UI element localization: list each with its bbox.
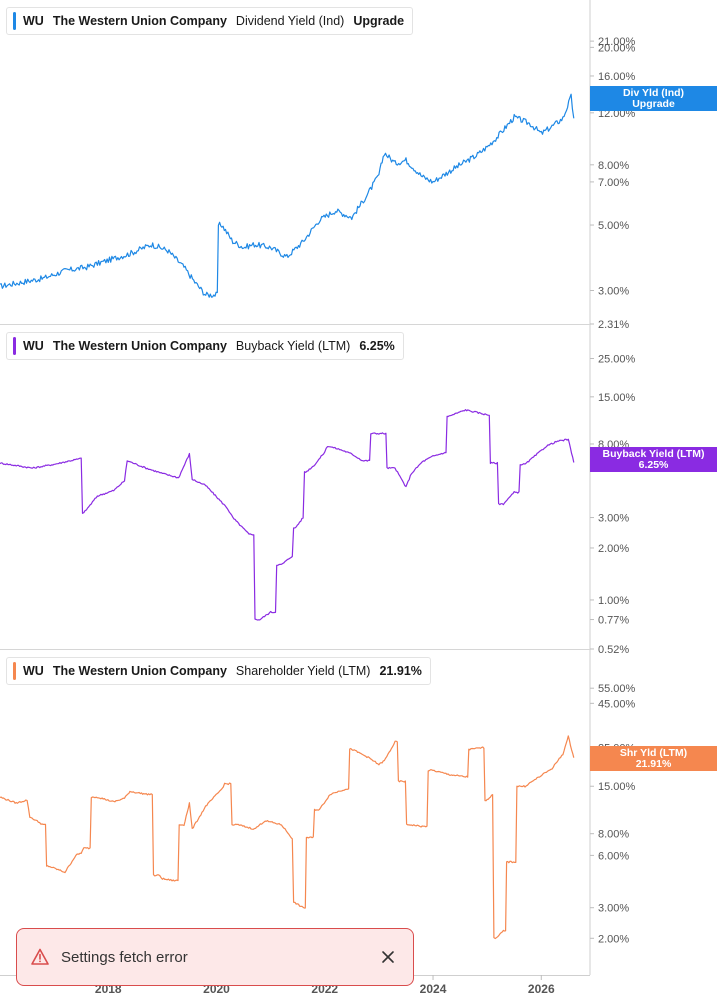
y-tick-label: 25.00% bbox=[598, 354, 636, 366]
y-tick-label: 3.00% bbox=[598, 286, 629, 298]
legend-value: 21.91% bbox=[379, 664, 422, 678]
toast-message: Settings fetch error bbox=[61, 948, 188, 966]
warning-icon bbox=[31, 948, 49, 965]
y-tick-label: 3.00% bbox=[598, 513, 629, 525]
y-tick-label: 0.77% bbox=[598, 615, 629, 627]
y-tick-label: 6.00% bbox=[598, 850, 629, 862]
legend-swatch bbox=[13, 12, 16, 30]
legend-company: The Western Union Company bbox=[52, 339, 227, 353]
series-line-shareholder bbox=[0, 735, 575, 940]
close-icon[interactable] bbox=[381, 950, 395, 964]
y-tick-label: 2.00% bbox=[598, 543, 629, 555]
legend-company: The Western Union Company bbox=[52, 14, 227, 28]
y-tick-label: 0.52% bbox=[598, 644, 629, 656]
value-tag-value: 6.25% bbox=[638, 458, 669, 471]
error-toast: Settings fetch error bbox=[16, 928, 414, 986]
value-tag-value: 21.91% bbox=[635, 757, 672, 770]
y-tick-label: 15.00% bbox=[598, 392, 636, 404]
y-tick-label: 20.00% bbox=[598, 42, 636, 54]
y-tick-label: 15.00% bbox=[598, 781, 636, 793]
y-tick-label: 2.31% bbox=[598, 319, 629, 331]
legend-metric: Buyback Yield (LTM) bbox=[235, 339, 351, 353]
series-line-buyback bbox=[0, 409, 575, 621]
legend-swatch bbox=[13, 337, 16, 355]
legend-buyback-yield[interactable]: WU The Western Union Company Buyback Yie… bbox=[6, 332, 404, 360]
x-tick-label: 2026 bbox=[528, 982, 555, 996]
legend-metric: Dividend Yield (Ind) bbox=[235, 14, 345, 28]
y-tick-label: 8.00% bbox=[598, 829, 629, 841]
y-tick-label: 5.00% bbox=[598, 220, 629, 232]
y-tick-label: 2.00% bbox=[598, 933, 629, 945]
value-tag-label: Div Yld (Ind) bbox=[622, 86, 685, 99]
legend-value: 6.25% bbox=[359, 339, 395, 353]
legend-value[interactable]: Upgrade bbox=[353, 14, 405, 28]
value-tag-label: Shr Yld (LTM) bbox=[619, 746, 688, 759]
legend-company: The Western Union Company bbox=[52, 664, 227, 678]
legend-shareholder-yield[interactable]: WU The Western Union Company Shareholder… bbox=[6, 657, 431, 685]
y-tick-label: 16.00% bbox=[598, 71, 636, 83]
y-tick-label: 7.00% bbox=[598, 177, 629, 189]
legend-ticker: WU bbox=[23, 664, 44, 678]
legend-ticker: WU bbox=[23, 339, 44, 353]
legend-metric: Shareholder Yield (LTM) bbox=[235, 664, 371, 678]
legend-dividend-yield[interactable]: WU The Western Union Company Dividend Yi… bbox=[6, 7, 414, 35]
value-tag-dividend: Div Yld (Ind) Upgrade bbox=[590, 86, 717, 111]
y-tick-label: 55.00% bbox=[598, 683, 636, 695]
series-line-dividend bbox=[0, 93, 575, 298]
value-tag-value: Upgrade bbox=[632, 97, 675, 110]
legend-swatch bbox=[13, 662, 16, 680]
y-tick-label: 45.00% bbox=[598, 698, 636, 710]
legend-ticker: WU bbox=[23, 14, 44, 28]
value-tag-label: Buyback Yield (LTM) bbox=[602, 447, 705, 460]
y-tick-label: 21.00% bbox=[598, 36, 636, 48]
y-tick-label: 1.00% bbox=[598, 595, 629, 607]
y-tick-label: 3.00% bbox=[598, 903, 629, 915]
value-tag-shareholder: Shr Yld (LTM) 21.91% bbox=[590, 746, 717, 771]
x-tick-label: 2024 bbox=[420, 982, 447, 996]
y-tick-label: 8.00% bbox=[598, 160, 629, 172]
value-tag-buyback: Buyback Yield (LTM) 6.25% bbox=[590, 447, 717, 472]
